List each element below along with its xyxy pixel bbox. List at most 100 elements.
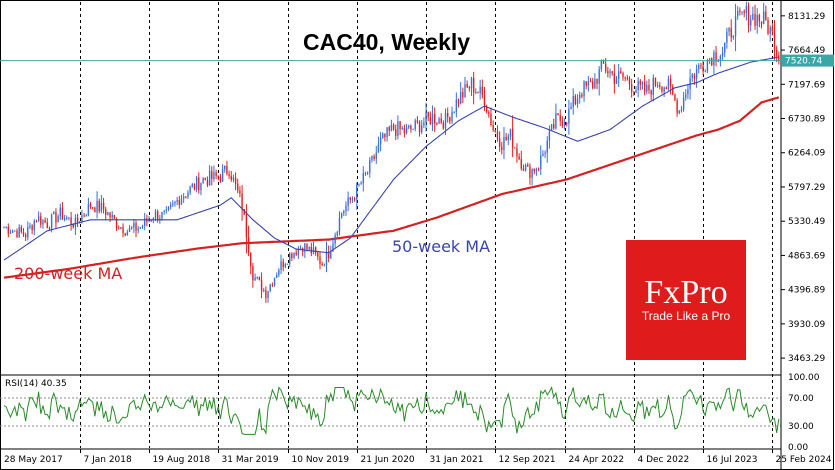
candle-body: [557, 113, 559, 115]
candle: [773, 20, 776, 60]
candle: [416, 116, 419, 124]
candle: [113, 214, 116, 219]
candle-body: [678, 110, 680, 114]
candle-body: [492, 125, 494, 130]
candle: [453, 111, 455, 114]
candle-body: [620, 71, 622, 74]
candle-body: [5, 227, 7, 229]
candle: [680, 106, 683, 113]
candle: [646, 80, 648, 95]
candle-body: [626, 77, 629, 79]
candle-body: [752, 13, 754, 20]
candle: [557, 113, 559, 116]
candle: [713, 49, 715, 75]
candle-body: [358, 184, 360, 186]
candle: [674, 93, 676, 102]
candle: [524, 163, 527, 172]
candle: [737, 6, 739, 20]
candle-body: [745, 6, 748, 13]
y-tick-label: 8131.29: [788, 12, 825, 22]
candle: [137, 225, 139, 234]
candle: [345, 201, 347, 216]
candle-body: [139, 227, 142, 229]
candle: [568, 99, 570, 135]
candle: [130, 225, 133, 230]
candle: [399, 120, 401, 136]
candle: [628, 76, 631, 90]
candle-body: [509, 128, 512, 137]
candle-body: [581, 94, 583, 97]
candle: [425, 102, 427, 132]
candle: [457, 98, 460, 108]
candle-body: [672, 86, 674, 95]
candle-body: [702, 65, 704, 72]
candle-body: [293, 252, 295, 258]
candle-body: [126, 231, 129, 236]
candle: [535, 167, 538, 176]
candle: [732, 35, 735, 40]
candle-body: [773, 31, 776, 50]
ma50-line: [3, 56, 779, 261]
x-tick-label: 24 Apr 2022: [569, 455, 625, 465]
candle-body: [185, 196, 187, 198]
candle-body: [122, 227, 124, 234]
candle: [427, 111, 429, 122]
candle: [410, 124, 412, 133]
candle: [29, 222, 31, 230]
candle: [762, 2, 765, 25]
candle: [550, 124, 553, 132]
candle: [635, 85, 637, 94]
ma200-line: [3, 96, 780, 279]
candle-body: [152, 218, 155, 220]
candle: [600, 59, 603, 72]
candle-body: [280, 261, 282, 270]
candle: [59, 203, 61, 220]
candle: [596, 78, 598, 90]
candle-body: [507, 136, 509, 140]
candle: [462, 87, 464, 104]
candle-body: [70, 217, 72, 225]
candle: [291, 252, 293, 261]
candle: [405, 123, 408, 135]
candle: [31, 224, 33, 235]
candle: [488, 110, 490, 118]
candle-body: [377, 144, 380, 153]
candle: [652, 74, 655, 102]
candle: [319, 251, 321, 270]
candle: [483, 86, 486, 111]
candle: [749, 14, 752, 32]
candle-body: [163, 210, 165, 212]
candle-body: [691, 74, 693, 78]
candle-body: [730, 28, 732, 38]
candle-body: [726, 31, 728, 43]
candle: [178, 195, 181, 209]
candle-body: [204, 178, 206, 181]
candle-body: [386, 127, 388, 138]
candle-body: [349, 197, 351, 200]
candle: [330, 245, 332, 260]
candle: [537, 167, 540, 172]
candle: [48, 226, 51, 231]
candle: [377, 136, 380, 153]
candle-body: [444, 112, 447, 129]
candle: [466, 80, 468, 88]
candle-body: [505, 136, 507, 140]
candle: [492, 120, 494, 132]
candle-body: [215, 172, 217, 176]
candle: [373, 154, 375, 162]
candle: [260, 272, 263, 299]
candle-body: [488, 112, 490, 114]
candle-body: [310, 246, 313, 254]
candle: [83, 212, 85, 218]
candle-body: [304, 243, 306, 252]
candle-body: [239, 190, 241, 194]
candle: [566, 121, 568, 127]
candle-body: [133, 222, 135, 228]
candle-body: [405, 127, 408, 133]
candle: [758, 13, 761, 28]
candle: [325, 241, 328, 273]
candle-body: [189, 186, 191, 193]
candle: [583, 80, 585, 102]
candle-body: [682, 97, 685, 110]
candle-body: [161, 211, 163, 219]
